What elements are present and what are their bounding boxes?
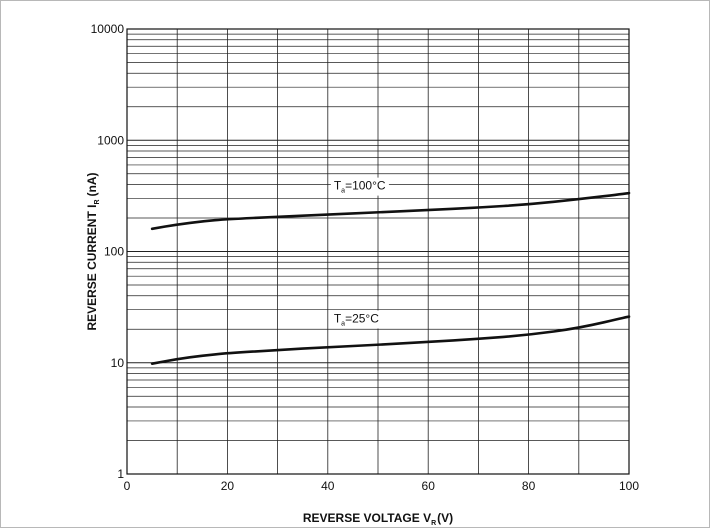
series-label-25c-text: Ta=25°C xyxy=(334,312,379,328)
y-tick-label: 1 xyxy=(117,467,124,481)
x-axis-label-main: REVERSE VOLTAGE V xyxy=(303,511,431,525)
y-axis-label-sub: R xyxy=(94,199,101,204)
x-tick-label: 100 xyxy=(619,479,639,493)
x-tick-labels: 0 20 40 60 80 100 xyxy=(124,479,640,493)
y-tick-labels: 1 10 100 1000 10000 xyxy=(91,22,125,481)
y-tick-label: 1000 xyxy=(97,133,124,147)
y-tick-label: 10000 xyxy=(91,22,125,36)
y-axis-label-unit: (nA) xyxy=(85,172,99,196)
series-label-25c-bg xyxy=(330,310,383,329)
x-axis-label: REVERSE VOLTAGE VR(V) xyxy=(303,511,453,527)
y-axis-label: REVERSE CURRENT IR (nA) xyxy=(85,172,101,330)
x-tick-label: 40 xyxy=(321,479,335,493)
x-axis-label-sub: R xyxy=(431,520,436,527)
x-axis-label-unit: (V) xyxy=(437,511,453,525)
y-axis-label-main: REVERSE CURRENT I xyxy=(85,205,99,331)
series-label-100c: Ta=100°C xyxy=(330,177,389,196)
series-label-100c-sub: a xyxy=(341,188,345,195)
plot-area xyxy=(126,28,630,475)
x-tick-label: 20 xyxy=(221,479,235,493)
series-label-100c-rest: =100°C xyxy=(345,179,386,193)
series-label-100c-main: T xyxy=(334,179,342,193)
grid xyxy=(127,29,629,474)
series-label-100c-bg xyxy=(330,177,389,196)
series-label-25c: Ta=25°C xyxy=(330,310,383,329)
series-label-25c-sub: a xyxy=(341,321,345,328)
y-tick-label: 100 xyxy=(104,245,124,259)
y-tick-label: 10 xyxy=(111,356,125,370)
series-label-25c-rest: =25°C xyxy=(345,312,379,326)
x-tick-label: 80 xyxy=(522,479,536,493)
x-tick-label: 60 xyxy=(422,479,436,493)
series-line-1 xyxy=(150,315,631,365)
x-tick-label: 0 xyxy=(124,479,131,493)
series-group xyxy=(150,191,631,365)
series-label-100c-text: Ta=100°C xyxy=(334,179,386,195)
series-label-25c-main: T xyxy=(334,312,342,326)
series-line-0 xyxy=(150,191,631,231)
